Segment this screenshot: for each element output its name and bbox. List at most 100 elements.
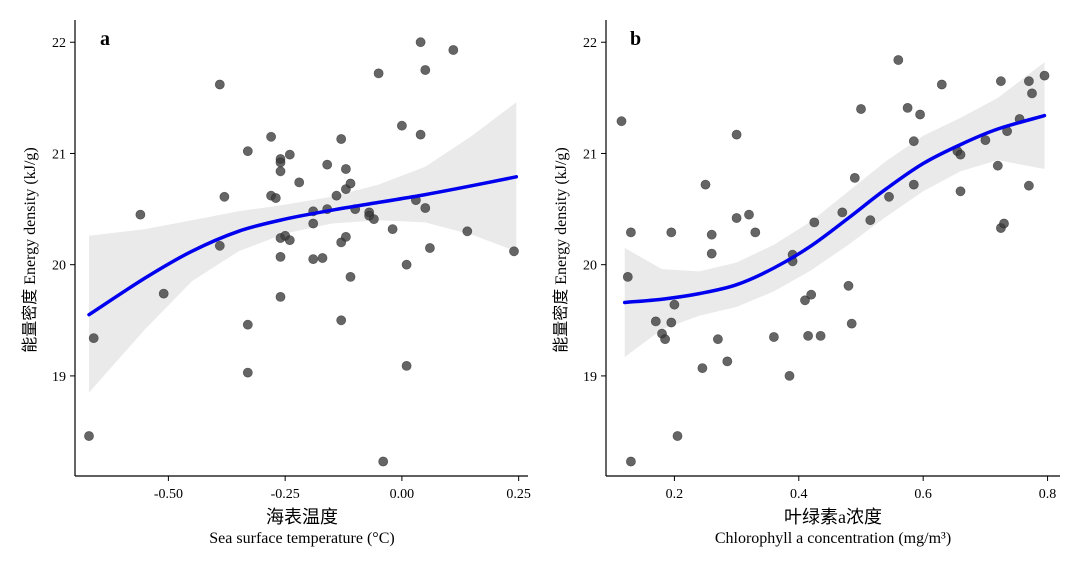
x-axis-label-cn: 海表温度 [266,507,338,527]
data-point [214,240,225,251]
data-point [88,333,99,343]
data-point [420,203,431,213]
confidence-band [624,62,1045,358]
confidence-band [89,102,517,393]
data-point [750,227,761,238]
fit-line [622,113,1047,305]
data-point [1027,88,1037,99]
data-point [936,79,947,90]
x-tick-label: 0.25 [506,487,531,502]
data-point [865,215,876,226]
x-tick-label: 0.8 [1039,487,1057,502]
data-point [809,217,820,228]
data-point [340,231,351,242]
data-point [626,227,636,238]
data-point [980,135,991,145]
data-point [462,226,473,237]
data-point [415,129,426,140]
data-point [784,370,795,381]
data-point [1024,180,1034,191]
data-point [368,214,379,224]
data-point [135,209,146,220]
data-point [214,79,225,90]
data-point [345,178,356,189]
data-point [387,224,398,234]
data-point [242,367,253,378]
data-point [622,271,633,282]
data-point [242,146,253,157]
data-point [396,120,407,131]
data-point [275,166,286,177]
data-point [340,164,351,174]
data-point [424,243,435,253]
data-point [722,356,733,367]
data-point [731,213,742,223]
y-tick-label: 21 [52,147,66,162]
x-tick-label: 0.00 [390,487,415,502]
data-point [697,363,708,373]
data-point [373,68,384,79]
data-point [270,193,281,203]
data-point [317,253,328,263]
data-point [415,37,426,48]
y-tick-label: 19 [52,370,66,385]
data-point [955,186,966,197]
confidence-band-area [624,62,1045,358]
data-point [666,317,677,328]
y-tick-label: 21 [583,147,597,162]
data-point [420,65,431,75]
confidence-band-area [89,102,517,393]
data-point [803,330,813,341]
data-point [378,456,389,467]
data-point [308,254,319,264]
data-point [846,318,857,329]
data-point [744,209,754,220]
data-point [322,159,333,170]
data-point [401,360,412,371]
data-point [731,129,742,140]
x-tick-label: 0.2 [666,487,684,502]
data-points [84,37,519,467]
data-point [626,456,636,467]
data-point [843,280,854,291]
data-point [266,131,276,142]
y-axis-label: 能量密度 Energy density (kJ/g) [21,147,39,352]
axes: -0.50 -0.25 0.00 0.25 19 20 21 22 [52,20,531,502]
data-point [713,334,723,345]
data-point [800,295,810,306]
panel-a: -0.50 -0.25 0.00 0.25 19 20 21 22 a 海表温度 Sea su… [21,20,531,547]
fit-line [87,175,519,317]
data-point [893,55,904,65]
data-point [294,177,305,188]
x-tick-label: 0.4 [790,487,808,502]
y-tick-label: 19 [583,370,597,385]
panel-b: 0.2 0.4 0.6 0.8 19 20 21 22 b 叶绿素a浓度 Chlorophyl… [552,20,1060,547]
data-point [448,45,459,55]
x-axis-label-en: Chlorophyll a concentration (mg/m³) [715,530,951,547]
data-point [1024,76,1034,87]
y-tick-label: 20 [52,259,66,274]
fit-curve [622,113,1047,305]
data-point [806,289,817,300]
data-point [837,207,848,218]
data-point [242,319,253,330]
x-tick-label: -0.50 [154,487,183,502]
data-point [706,248,717,259]
data-point [284,235,295,246]
x-tick-label: 0.6 [914,487,932,502]
y-tick-label: 20 [583,259,597,274]
data-point [908,136,919,147]
panel-label: b [630,28,641,50]
data-point [915,109,925,120]
data-point [275,157,286,168]
data-point [616,116,627,127]
data-point [275,291,286,302]
data-point [999,218,1009,229]
axes: 0.2 0.4 0.6 0.8 19 20 21 22 [583,20,1060,502]
data-point [902,103,913,113]
data-point [158,288,169,299]
data-point [849,172,860,183]
data-point [650,316,661,327]
data-point [345,271,356,282]
